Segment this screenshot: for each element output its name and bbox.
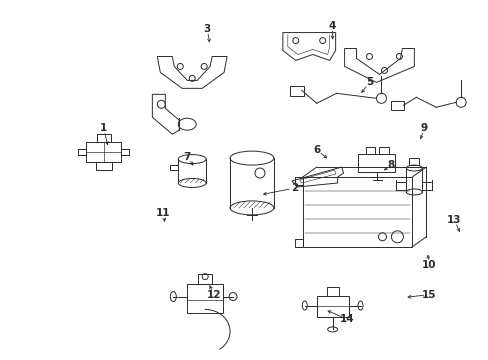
Bar: [85, 142, 121, 162]
Text: 15: 15: [421, 289, 436, 300]
Text: 7: 7: [183, 152, 190, 162]
Text: 8: 8: [387, 160, 394, 170]
Bar: [302, 177, 411, 247]
Text: 10: 10: [421, 260, 436, 270]
Text: 14: 14: [340, 314, 354, 324]
Bar: [289, 86, 303, 96]
Text: 4: 4: [328, 21, 336, 31]
Bar: [198, 274, 212, 284]
Bar: [294, 177, 302, 185]
Bar: [316, 296, 348, 318]
Bar: [357, 154, 395, 172]
Bar: [408, 158, 419, 165]
Bar: [326, 287, 338, 296]
Bar: [187, 284, 223, 314]
Text: 11: 11: [156, 208, 170, 218]
Bar: [95, 162, 111, 170]
Text: 3: 3: [203, 24, 210, 33]
Bar: [390, 101, 404, 110]
Bar: [379, 147, 388, 154]
Text: 9: 9: [420, 123, 427, 133]
Text: 13: 13: [446, 215, 461, 225]
Text: 5: 5: [365, 77, 372, 87]
Text: 12: 12: [206, 289, 221, 300]
Text: 1: 1: [100, 123, 107, 133]
Bar: [96, 134, 110, 142]
Text: 2: 2: [290, 183, 298, 193]
Text: 6: 6: [312, 145, 320, 155]
Bar: [294, 239, 302, 247]
Bar: [365, 147, 375, 154]
